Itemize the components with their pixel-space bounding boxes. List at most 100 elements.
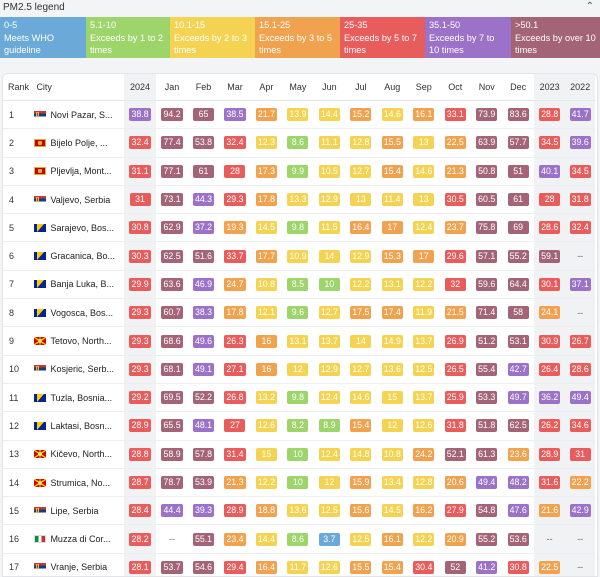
city-name[interactable]: Lipe, Serbia bbox=[50, 506, 98, 516]
column-header[interactable]: 2024 bbox=[124, 74, 156, 101]
pm25-cell: 55.2 bbox=[502, 242, 533, 270]
city-cell[interactable]: Kosjeric, Serb... bbox=[32, 355, 123, 383]
pm25-cell: 60.7 bbox=[156, 299, 187, 327]
pm25-value: 8.5 bbox=[287, 278, 308, 291]
city-name[interactable]: Muzza di Cor... bbox=[50, 534, 110, 544]
pm25-value: 29.3 bbox=[224, 193, 245, 206]
city-cell[interactable]: Muzza di Cor... bbox=[32, 525, 123, 553]
column-header[interactable]: 2022 bbox=[565, 74, 595, 101]
city-name[interactable]: Kosjeric, Serb... bbox=[50, 364, 114, 374]
column-header: Rank bbox=[3, 74, 32, 101]
pm25-value: 12 bbox=[382, 419, 403, 432]
city-name[interactable]: Strumica, No... bbox=[50, 478, 110, 488]
pm25-cell: 38.8 bbox=[124, 101, 156, 129]
pm25-cell: 30.8 bbox=[502, 553, 533, 577]
city-name[interactable]: Laktasi, Bosn... bbox=[50, 421, 112, 431]
city-cell[interactable]: Lipe, Serbia bbox=[32, 497, 123, 525]
city-name[interactable]: Bijelo Polje, ... bbox=[50, 138, 107, 148]
pm25-cell: 39.6 bbox=[565, 129, 595, 157]
column-header[interactable]: Nov bbox=[471, 74, 502, 101]
pm25-value: 49.6 bbox=[193, 335, 214, 348]
city-name[interactable]: Novi Pazar, S... bbox=[50, 110, 112, 120]
city-name[interactable]: Valjevo, Serbia bbox=[50, 195, 110, 205]
pm25-cell: 16.4 bbox=[345, 214, 376, 242]
legend-description: Exceeds by over 10 times bbox=[515, 32, 596, 57]
pm25-cell: 46.9 bbox=[188, 270, 219, 298]
city-cell[interactable]: Kičevo, North... bbox=[32, 440, 123, 468]
column-header[interactable]: Dec bbox=[502, 74, 533, 101]
pm25-cell: 78.7 bbox=[156, 468, 187, 496]
city-name[interactable]: Vranje, Serbia bbox=[50, 562, 107, 572]
pm25-value: 16 bbox=[256, 363, 277, 376]
city-cell[interactable]: Vranje, Serbia bbox=[32, 553, 123, 577]
city-cell[interactable]: Banja Luka, B... bbox=[32, 270, 123, 298]
column-header[interactable]: Apr bbox=[251, 74, 282, 101]
city-name[interactable]: Vogosca, Bos... bbox=[50, 308, 113, 318]
city-cell[interactable]: Tetovo, North... bbox=[32, 327, 123, 355]
city-cell[interactable]: Valjevo, Serbia bbox=[32, 185, 123, 213]
city-cell[interactable]: Vogosca, Bos... bbox=[32, 299, 123, 327]
column-header[interactable]: 2023 bbox=[534, 74, 565, 101]
rank-cell: 10 bbox=[3, 355, 32, 383]
pm25-cell: 13 bbox=[408, 129, 439, 157]
column-header[interactable]: May bbox=[282, 74, 313, 101]
pm25-cell: 73.9 bbox=[471, 101, 502, 129]
city-cell[interactable]: Novi Pazar, S... bbox=[32, 101, 123, 129]
column-header[interactable]: Jan bbox=[156, 74, 187, 101]
city-name[interactable]: Banja Luka, B... bbox=[50, 279, 114, 289]
column-header[interactable]: Sep bbox=[408, 74, 439, 101]
legend-range: 0-5 bbox=[4, 19, 82, 32]
pm25-cell: 14.8 bbox=[345, 440, 376, 468]
column-header[interactable]: Jun bbox=[314, 74, 345, 101]
city-cell[interactable]: Laktasi, Bosn... bbox=[32, 412, 123, 440]
column-header[interactable]: Feb bbox=[188, 74, 219, 101]
city-name[interactable]: Kičevo, North... bbox=[50, 449, 112, 459]
city-name[interactable]: Gracanica, Bo... bbox=[50, 251, 115, 261]
city-name[interactable]: Tuzla, Bosnia... bbox=[50, 393, 112, 403]
city-cell[interactable]: Sarajevo, Bos... bbox=[32, 214, 123, 242]
city-name[interactable]: Sarajevo, Bos... bbox=[50, 223, 114, 233]
pm25-cell: 51.6 bbox=[188, 242, 219, 270]
city-cell[interactable]: Gracanica, Bo... bbox=[32, 242, 123, 270]
pm25-cell: 15.3 bbox=[377, 242, 408, 270]
flag-icon bbox=[34, 365, 46, 373]
pm25-value: 12.6 bbox=[256, 419, 277, 432]
pm25-value: 17 bbox=[413, 250, 434, 263]
column-header[interactable]: Jul bbox=[345, 74, 376, 101]
city-name[interactable]: Tetovo, North... bbox=[50, 336, 111, 346]
city-cell[interactable]: Pljevlja, Mont... bbox=[32, 157, 123, 185]
rank-cell: 6 bbox=[3, 242, 32, 270]
pm25-value: 34.5 bbox=[570, 165, 591, 178]
column-header[interactable]: Oct bbox=[440, 74, 471, 101]
pm25-cell: 21.7 bbox=[251, 101, 282, 129]
city-cell[interactable]: Bijelo Polje, ... bbox=[32, 129, 123, 157]
pm25-value: 12.2 bbox=[413, 278, 434, 291]
column-header[interactable]: Aug bbox=[377, 74, 408, 101]
pm25-cell: 17 bbox=[377, 214, 408, 242]
city-name[interactable]: Pljevlja, Mont... bbox=[50, 166, 111, 176]
column-header[interactable]: Mar bbox=[219, 74, 250, 101]
city-cell[interactable]: Strumica, No... bbox=[32, 468, 123, 496]
legend-header[interactable]: PM2.5 legend ⌃ bbox=[0, 0, 600, 18]
pm25-value: 53.8 bbox=[193, 136, 214, 149]
chevron-up-icon[interactable]: ⌃ bbox=[586, 1, 594, 12]
city-cell[interactable]: Tuzla, Bosnia... bbox=[32, 383, 123, 411]
